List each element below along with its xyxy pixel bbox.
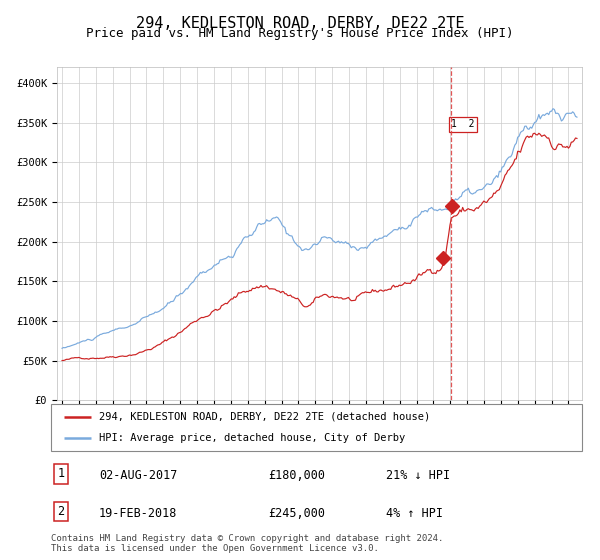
Text: Contains HM Land Registry data © Crown copyright and database right 2024.
This d: Contains HM Land Registry data © Crown c… xyxy=(51,534,443,553)
Text: 1: 1 xyxy=(58,467,64,480)
Text: HPI: Average price, detached house, City of Derby: HPI: Average price, detached house, City… xyxy=(99,433,405,444)
Text: 294, KEDLESTON ROAD, DERBY, DE22 2TE: 294, KEDLESTON ROAD, DERBY, DE22 2TE xyxy=(136,16,464,31)
Text: 19-FEB-2018: 19-FEB-2018 xyxy=(99,506,177,520)
Text: 4% ↑ HPI: 4% ↑ HPI xyxy=(386,506,443,520)
Text: 2: 2 xyxy=(58,505,64,518)
FancyBboxPatch shape xyxy=(51,404,582,451)
Text: 1  2: 1 2 xyxy=(451,119,475,129)
Text: Price paid vs. HM Land Registry's House Price Index (HPI): Price paid vs. HM Land Registry's House … xyxy=(86,27,514,40)
Text: £180,000: £180,000 xyxy=(269,469,326,482)
Text: 21% ↓ HPI: 21% ↓ HPI xyxy=(386,469,449,482)
Text: 294, KEDLESTON ROAD, DERBY, DE22 2TE (detached house): 294, KEDLESTON ROAD, DERBY, DE22 2TE (de… xyxy=(99,412,430,422)
Text: £245,000: £245,000 xyxy=(269,506,326,520)
Text: 02-AUG-2017: 02-AUG-2017 xyxy=(99,469,177,482)
